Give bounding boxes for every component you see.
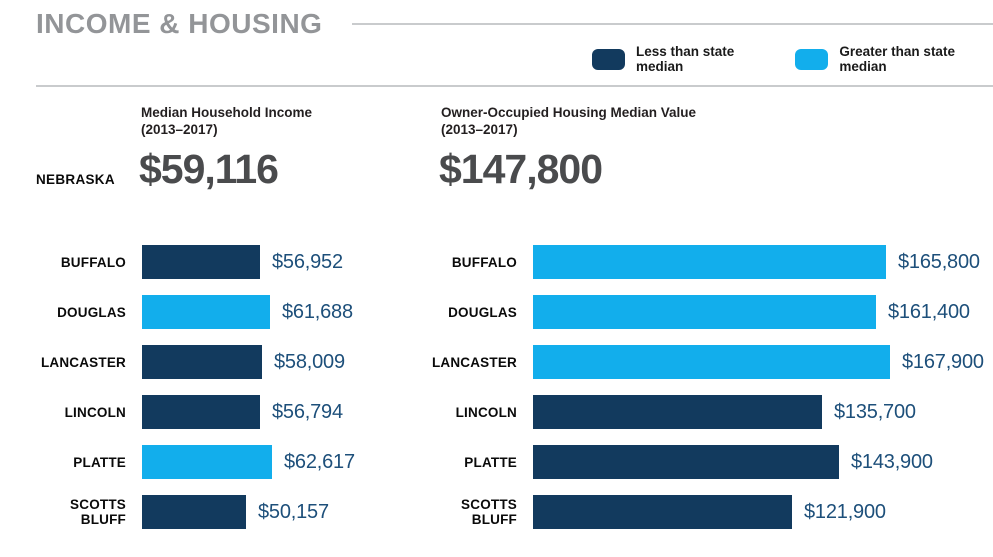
bar-value-label: $167,900 — [902, 350, 984, 373]
bar-value-label: $61,688 — [282, 300, 353, 323]
chart-row: DOUGLAS $61,688 — [36, 287, 416, 337]
state-income-value: $59,116 — [139, 146, 279, 192]
county-label: LINCOLN — [64, 404, 126, 420]
legend-swatch-less — [592, 48, 625, 70]
bar-value-label: $161,400 — [888, 300, 970, 323]
bar-value-label: $135,700 — [834, 400, 916, 423]
bar-value-label: $62,617 — [284, 450, 355, 473]
chart-row: BUFFALO $56,952 — [36, 237, 416, 287]
bar — [142, 245, 260, 279]
bar-value-label: $56,794 — [272, 400, 343, 423]
county-label: SCOTTS BLUFF — [70, 497, 126, 527]
legend-item-greater: Greater than state median — [795, 44, 993, 74]
bar-value-label: $165,800 — [898, 250, 980, 273]
header-rule — [36, 85, 993, 87]
housing-column-title: Owner-Occupied Housing Median Value — [441, 105, 697, 120]
chart-row: DOUGLAS $161,400 — [425, 287, 985, 337]
income-column-title: Median Household Income — [141, 105, 313, 120]
county-label: PLATTE — [73, 454, 126, 470]
chart-row: LINCOLN $56,794 — [36, 387, 416, 437]
bar — [533, 345, 890, 379]
housing-bar-chart: BUFFALO $165,800 DOUGLAS $161,400 LANCASTER $… — [425, 237, 985, 537]
chart-row: LINCOLN $135,700 — [425, 387, 985, 437]
bar — [142, 445, 272, 479]
housing-column-header: Owner-Occupied Housing Median Value (201… — [441, 104, 696, 138]
county-label: PLATTE — [464, 454, 517, 470]
chart-row: PLATTE $143,900 — [425, 437, 985, 487]
bar-value-label: $121,900 — [804, 500, 886, 523]
bar — [533, 295, 876, 329]
county-label: LINCOLN — [455, 404, 517, 420]
page-title: INCOME & HOUSING — [36, 8, 323, 39]
county-label: LANCASTER — [40, 354, 126, 370]
title-rule — [352, 23, 993, 25]
legend: Less than state median Greater than stat… — [592, 44, 993, 74]
legend-item-less: Less than state median — [592, 44, 773, 74]
county-label: SCOTTS BLUFF — [461, 497, 517, 527]
chart-row: BUFFALO $165,800 — [425, 237, 985, 287]
bar — [142, 295, 270, 329]
bar — [533, 495, 792, 529]
state-housing-value: $147,800 — [439, 146, 603, 192]
legend-label-less: Less than state median — [636, 44, 735, 74]
bar-value-label: $58,009 — [274, 350, 345, 373]
housing-column-subtitle: (2013–2017) — [441, 122, 518, 137]
bar — [533, 445, 839, 479]
bar — [142, 345, 262, 379]
county-label: BUFFALO — [60, 254, 126, 270]
bar — [142, 495, 246, 529]
county-label: DOUGLAS — [448, 304, 517, 320]
bar-value-label: $50,157 — [258, 500, 329, 523]
bar-value-label: $143,900 — [851, 450, 933, 473]
state-label: NEBRASKA — [36, 172, 115, 187]
chart-row: SCOTTS BLUFF $121,900 — [425, 487, 985, 537]
bar-value-label: $56,952 — [272, 250, 343, 273]
county-label: BUFFALO — [451, 254, 517, 270]
bar — [533, 245, 886, 279]
bar — [142, 395, 260, 429]
chart-row: LANCASTER $167,900 — [425, 337, 985, 387]
legend-label-greater: Greater than state median — [839, 44, 955, 74]
county-label: LANCASTER — [431, 354, 517, 370]
county-label: DOUGLAS — [57, 304, 126, 320]
income-column-header: Median Household Income (2013–2017) — [141, 104, 312, 138]
chart-row: SCOTTS BLUFF $50,157 — [36, 487, 416, 537]
chart-row: LANCASTER $58,009 — [36, 337, 416, 387]
bar — [533, 395, 822, 429]
income-column-subtitle: (2013–2017) — [141, 122, 218, 137]
chart-row: PLATTE $62,617 — [36, 437, 416, 487]
legend-swatch-greater — [795, 48, 829, 70]
income-bar-chart: BUFFALO $56,952 DOUGLAS $61,688 LANCASTER $58… — [36, 237, 416, 537]
